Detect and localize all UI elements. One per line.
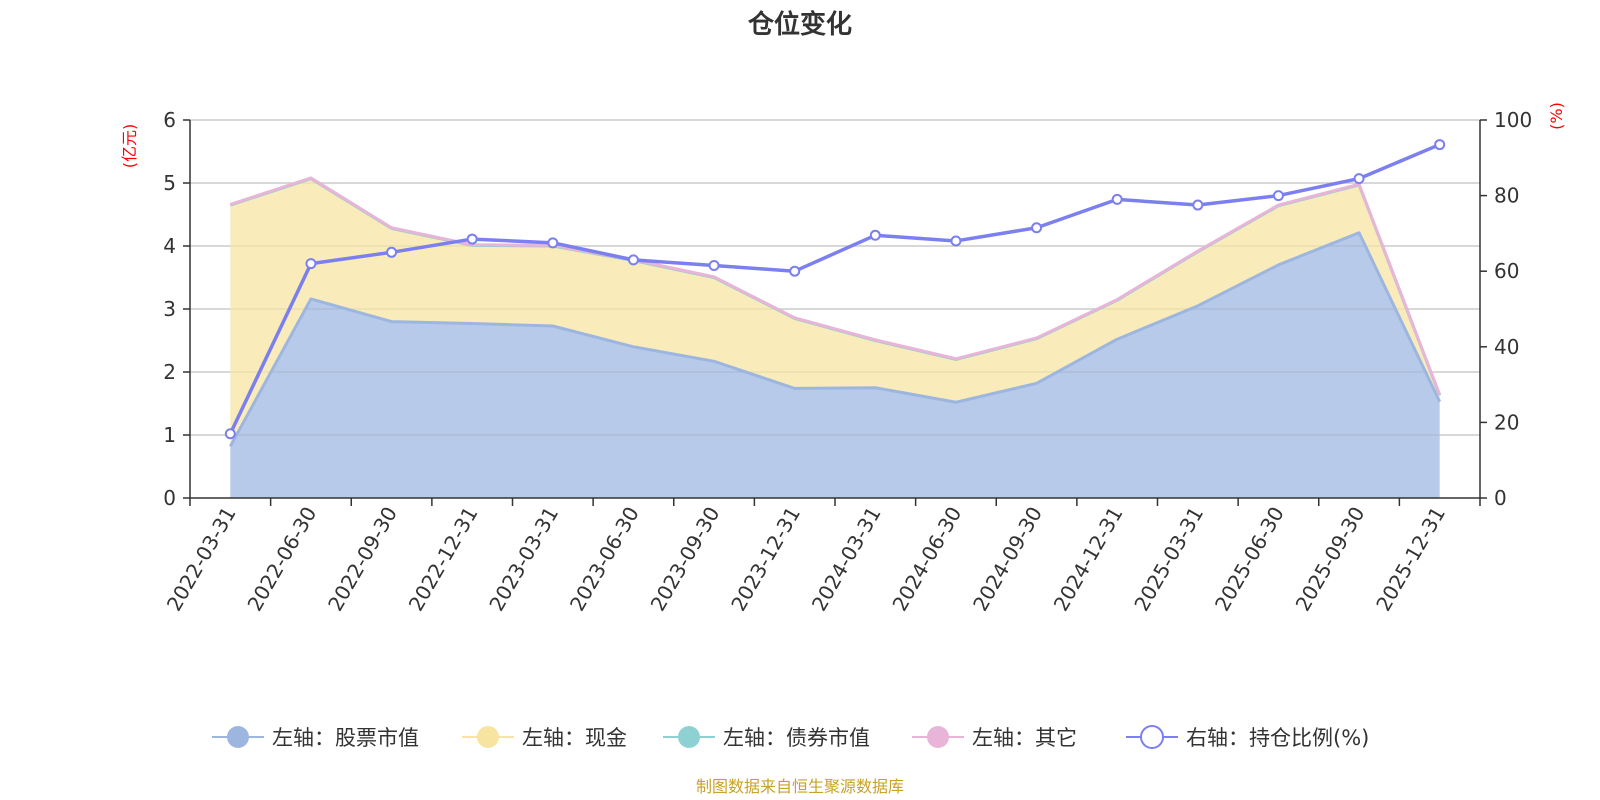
legend: 左轴：股票市值 左轴：现金 左轴：债券市值 左轴：其它 右轴：持仓比例(%) [212, 725, 1369, 750]
ratio-point [950, 235, 962, 247]
x-tick-label: 2024-06-30 [887, 503, 966, 616]
left-tick-label: 4 [163, 234, 176, 258]
ratio-point [1031, 222, 1043, 234]
legend-item: 左轴：其它 [912, 726, 1077, 750]
x-tick-label: 2022-09-30 [323, 503, 402, 616]
legend-label: 右轴：持仓比例(%) [1186, 726, 1369, 750]
right-tick-label: 40 [1494, 335, 1519, 359]
area-0 [230, 232, 1440, 498]
legend-marker [1140, 725, 1164, 749]
legend-label: 左轴：股票市值 [272, 726, 419, 750]
left-tick-label: 5 [163, 171, 176, 195]
x-tick-label: 2025-09-30 [1290, 503, 1369, 616]
x-tick-label: 2025-03-31 [1129, 503, 1208, 616]
legend-marker [678, 726, 700, 748]
ratio-point [1111, 193, 1123, 205]
ratio-point [1353, 173, 1365, 185]
ratio-point [627, 254, 639, 266]
x-tick-label: 2025-06-30 [1210, 503, 1289, 616]
ratio-point [466, 233, 478, 245]
ratio-point [789, 265, 801, 277]
right-tick-label: 100 [1494, 108, 1532, 132]
ratio-point [708, 260, 720, 272]
area-edge-3 [229, 176, 1442, 396]
right-tick-label: 20 [1494, 410, 1519, 434]
ratio-point [1192, 199, 1204, 211]
x-tick-label: 2022-06-30 [242, 503, 321, 616]
ratio-point [1272, 190, 1284, 202]
legend-label: 左轴：其它 [972, 726, 1077, 750]
area-series [228, 176, 1442, 498]
x-tick-label: 2023-09-30 [645, 503, 724, 616]
right-tick-label: 60 [1494, 259, 1519, 283]
ratio-point [869, 229, 881, 241]
x-tick-label: 2024-03-31 [807, 503, 886, 616]
x-tick-label: 2023-06-30 [565, 503, 644, 616]
x-tick-label: 2024-09-30 [968, 503, 1047, 616]
left-tick-label: 6 [163, 108, 176, 132]
left-tick-label: 3 [163, 297, 176, 321]
legend-item: 右轴：持仓比例(%) [1126, 725, 1369, 750]
x-tick-label: 2023-12-31 [726, 503, 805, 616]
data-source-note: 制图数据来自恒生聚源数据库 [696, 777, 904, 796]
area-1 [230, 178, 1440, 447]
area-edge-0 [228, 231, 1442, 448]
legend-marker [227, 726, 249, 748]
right-axis-unit: (%) [1547, 102, 1566, 130]
left-tick-label: 2 [163, 360, 176, 384]
x-tick-label: 2022-12-31 [404, 503, 483, 616]
legend-item: 左轴：现金 [462, 726, 627, 750]
legend-marker [477, 726, 499, 748]
chart-title: 仓位变化 [747, 9, 852, 40]
x-tick-label: 2025-12-31 [1371, 503, 1450, 616]
x-tick-label: 2024-12-31 [1049, 503, 1128, 616]
x-tick-label: 2022-03-31 [162, 503, 241, 616]
ratio-point [386, 246, 398, 258]
right-tick-label: 80 [1494, 184, 1519, 208]
right-tick-label: 0 [1494, 486, 1507, 510]
left-tick-label: 1 [163, 423, 176, 447]
left-tick-label: 0 [163, 486, 176, 510]
legend-item: 左轴：债券市值 [663, 726, 870, 750]
ratio-point [305, 258, 317, 270]
ratio-line [228, 142, 1441, 435]
legend-item: 左轴：股票市值 [212, 726, 419, 750]
ratio-point [224, 428, 236, 440]
legend-label: 左轴：现金 [522, 726, 627, 750]
line-series [224, 139, 1446, 440]
left-axis-unit: (亿元) [120, 124, 139, 169]
legend-marker [927, 726, 949, 748]
x-tick-label: 2023-03-31 [484, 503, 563, 616]
legend-label: 左轴：债券市值 [723, 726, 870, 750]
ratio-point [1434, 139, 1446, 151]
ratio-point [547, 237, 559, 249]
